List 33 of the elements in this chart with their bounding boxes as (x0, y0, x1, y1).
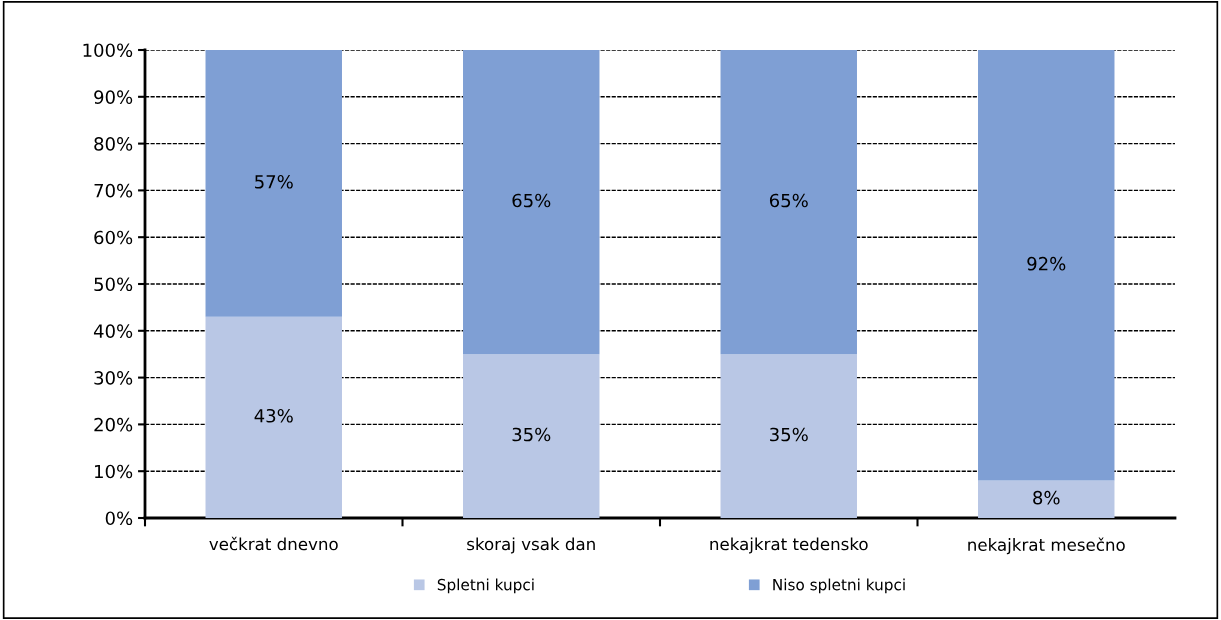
y-tick-label: 90% (94, 90, 133, 104)
legend-label: Niso spletni kupci (773, 578, 905, 594)
y-tick-label: 60% (94, 230, 133, 245)
bar (205, 50, 342, 317)
bar (978, 50, 1115, 481)
bar (463, 50, 600, 355)
data-label: 35% (512, 427, 551, 442)
x-tick-label: večkrat dnevno (209, 536, 338, 551)
y-tick-label: 30% (94, 371, 133, 385)
y-tick-label: 80% (94, 137, 133, 151)
data-label: 43% (254, 408, 293, 423)
data-label: 92% (1027, 256, 1066, 271)
data-label: 57% (255, 174, 293, 189)
y-tick-label: 40% (93, 324, 133, 338)
y-tick-label: 20% (94, 417, 133, 432)
y-tick-label: 70% (94, 183, 133, 198)
y-tick-label: 100% (83, 43, 133, 58)
y-tick-label: 0% (105, 511, 133, 526)
bar (205, 316, 342, 518)
data-label: 65% (769, 193, 808, 208)
x-tick-label: skoraj vsak dan (467, 537, 595, 554)
bar (720, 354, 857, 518)
data-label: 8% (1033, 490, 1060, 505)
data-label: 35% (770, 427, 808, 442)
bar (978, 480, 1115, 518)
bar (720, 50, 857, 355)
x-tick-label: nekajkrat tedensko (710, 537, 868, 554)
legend-label: Spletni kupci (437, 578, 534, 594)
x-tick-label: nekajkrat mesečno (968, 537, 1125, 555)
bar (463, 354, 600, 518)
y-tick-label: 10% (95, 464, 133, 479)
y-tick-label: 50% (94, 277, 133, 292)
data-label: 65% (512, 193, 551, 208)
